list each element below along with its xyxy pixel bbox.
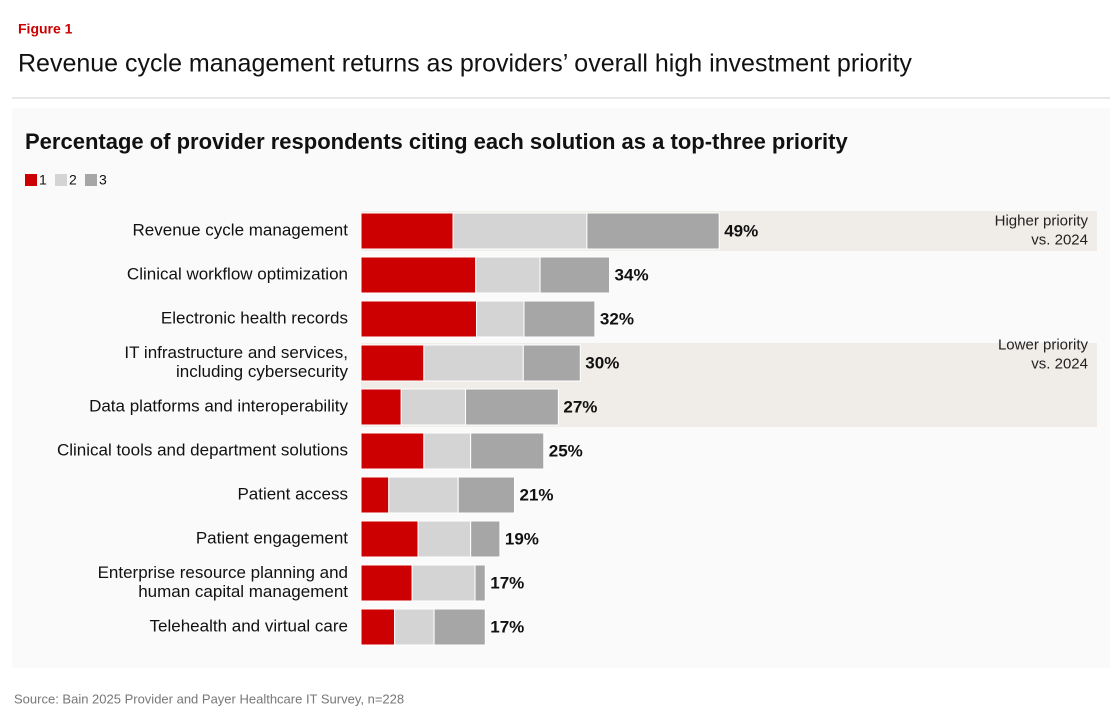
bar-segment [523, 300, 596, 338]
category-label: human capital management [138, 582, 348, 601]
category-label: Patient engagement [196, 528, 348, 547]
category-label: Patient access [237, 484, 348, 503]
bar-segment [475, 256, 541, 294]
total-label: 17% [490, 573, 524, 592]
total-label: 34% [615, 265, 649, 284]
bar-segment [586, 212, 720, 250]
bars: Revenue cycle management 49% Clinical work… [57, 212, 758, 646]
bar-segment [433, 608, 486, 646]
bar-segment [470, 432, 545, 470]
category-label: Clinical tools and department solutions [57, 440, 348, 459]
bar-segment [411, 564, 476, 602]
bar-segment [475, 300, 525, 338]
legend-label: 2 [69, 172, 77, 188]
band-label: vs. 2024 [1031, 355, 1088, 372]
total-label: 25% [549, 441, 583, 460]
bar-segment [470, 520, 501, 558]
bar-segment [360, 608, 396, 646]
total-label: 27% [563, 397, 597, 416]
legend-swatch [25, 174, 37, 186]
bar-segment [394, 608, 435, 646]
chart-subtitle: Percentage of provider respondents citin… [25, 129, 848, 154]
bar-segment [360, 476, 390, 514]
bar-segment [465, 388, 559, 426]
bar-segment [400, 388, 467, 426]
page-title: Revenue cycle management returns as prov… [18, 50, 912, 78]
total-label: 30% [585, 353, 619, 372]
band-label: Higher priority [995, 212, 1089, 229]
total-label: 49% [724, 221, 758, 240]
category-label: Enterprise resource planning and [98, 563, 348, 582]
category-label: Data platforms and interoperability [89, 396, 348, 415]
band-label: Lower priority [998, 336, 1089, 353]
bar-segment [360, 520, 419, 558]
bar-segment [360, 344, 425, 382]
bar-segment [452, 212, 588, 250]
legend-label: 3 [99, 172, 107, 188]
category-label: IT infrastructure and services, [124, 343, 348, 362]
bar-segment [388, 476, 459, 514]
category-label: Clinical workflow optimization [127, 264, 348, 283]
total-label: 19% [505, 529, 539, 548]
bar-segment [360, 432, 425, 470]
category-label: Telehealth and virtual care [150, 616, 348, 635]
bar-segment [360, 212, 454, 250]
band-label: vs. 2024 [1031, 231, 1088, 248]
bar-segment [474, 564, 486, 602]
bar-segment [423, 432, 472, 470]
category-label: including cybersecurity [176, 362, 348, 381]
legend-label: 1 [39, 172, 47, 188]
category-label: Electronic health records [161, 308, 348, 327]
category-label: Revenue cycle management [133, 220, 349, 239]
bar-segment [417, 520, 472, 558]
bar-segment [360, 300, 477, 338]
source: Source: Bain 2025 Provider and Payer Hea… [14, 691, 404, 706]
bar-segment [423, 344, 524, 382]
legend-swatch [55, 174, 67, 186]
bar-segment [457, 476, 516, 514]
bar-segment [522, 344, 581, 382]
total-label: 21% [520, 485, 554, 504]
bar-segment [360, 564, 413, 602]
bar-segment [539, 256, 611, 294]
figure-label: Figure 1 [18, 21, 73, 37]
total-label: 17% [490, 617, 524, 636]
legend: 1 2 3 [25, 172, 107, 188]
legend-swatch [85, 174, 97, 186]
total-label: 32% [600, 309, 634, 328]
bar-segment [360, 256, 477, 294]
bar-segment [360, 388, 402, 426]
